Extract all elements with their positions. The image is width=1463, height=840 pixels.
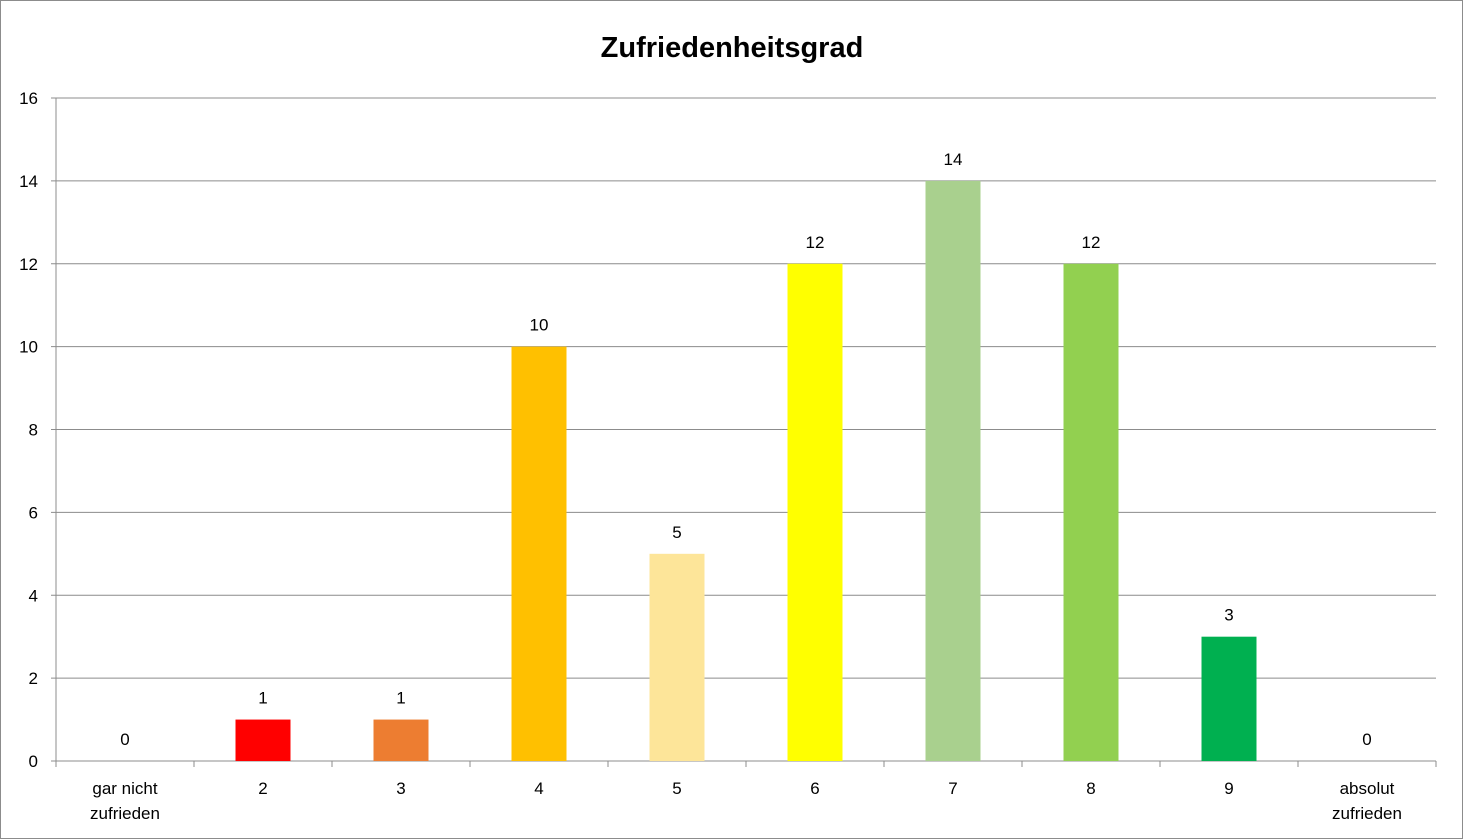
x-tick-label: zufrieden — [1332, 804, 1402, 823]
bar — [649, 553, 705, 761]
x-tick-label: 2 — [258, 779, 267, 798]
x-axis-tick-labels: gar nicht zufrieden 2 3 4 5 6 7 8 9 absolut zufried… — [90, 779, 1402, 823]
bar — [1063, 263, 1119, 761]
y-tick-label: 10 — [19, 338, 38, 357]
gridlines — [56, 97, 1436, 679]
x-tick-label: 3 — [396, 779, 405, 798]
data-label: 12 — [1082, 233, 1101, 252]
data-label: 14 — [944, 150, 963, 169]
chart-title: Zufriedenheitsgrad — [601, 32, 864, 64]
data-labels: 0 1 1 10 5 12 14 12 3 0 — [120, 150, 1371, 749]
x-tick-label: 5 — [672, 779, 681, 798]
x-tick-label: zufrieden — [90, 804, 160, 823]
x-tick-label: 9 — [1224, 779, 1233, 798]
bar — [373, 719, 429, 761]
x-tick-label: 7 — [948, 779, 957, 798]
y-tick-label: 8 — [29, 421, 38, 440]
y-tick-label: 6 — [29, 503, 38, 522]
x-tick-label: 4 — [534, 779, 543, 798]
bars — [235, 180, 1257, 761]
bar — [1201, 636, 1257, 761]
data-label: 10 — [530, 316, 549, 335]
y-tick-label: 12 — [19, 255, 38, 274]
x-tick-label: 6 — [810, 779, 819, 798]
data-label: 12 — [806, 233, 825, 252]
data-label: 1 — [396, 689, 405, 708]
y-tick-label: 0 — [29, 752, 38, 771]
y-axis-tick-labels: 0 2 4 6 8 10 12 14 16 — [19, 89, 38, 771]
bar — [787, 263, 843, 761]
data-label: 5 — [672, 523, 681, 542]
data-label: 1 — [258, 689, 267, 708]
bar — [511, 346, 567, 761]
bar — [235, 719, 291, 761]
y-tick-label: 16 — [19, 89, 38, 108]
y-tick-label: 14 — [19, 172, 38, 191]
data-label: 0 — [1362, 730, 1371, 749]
x-tick-label: absolut — [1340, 779, 1395, 798]
bar — [925, 180, 981, 761]
data-label: 3 — [1224, 606, 1233, 625]
y-tick-label: 4 — [29, 586, 38, 605]
data-label: 0 — [120, 730, 129, 749]
x-tick-label: 8 — [1086, 779, 1095, 798]
y-tick-label: 2 — [29, 669, 38, 688]
x-tick-label: gar nicht — [92, 779, 157, 798]
